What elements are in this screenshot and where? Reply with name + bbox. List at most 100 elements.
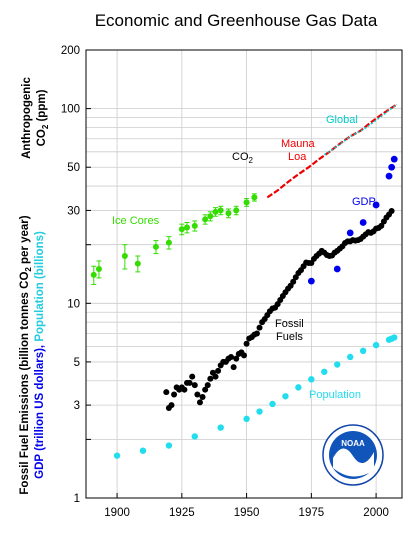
- x-axis: 1900 1925 1950 1975 2000: [104, 493, 389, 519]
- fossil-fuel-point: [168, 402, 175, 409]
- annotation-population: Population: [309, 389, 361, 401]
- fossil-fuel-point: [163, 389, 170, 396]
- plot-frame: [85, 49, 403, 499]
- series-population: [113, 334, 398, 459]
- series-gdp: [307, 155, 398, 285]
- y-axis: 1 3 5 10 30 50 100 200: [61, 45, 91, 505]
- population-point: [346, 353, 354, 361]
- gdp-point: [333, 265, 341, 273]
- fossil-fuel-point: [256, 324, 263, 331]
- fossil-fuel-point: [230, 364, 237, 371]
- fossil-fuel-point: [241, 352, 247, 359]
- fossil-fuel-point: [212, 373, 219, 380]
- ice-core-point: [251, 194, 258, 201]
- annotation-fossil-2: Fuels: [276, 331, 303, 343]
- gdp-point: [390, 155, 398, 163]
- ylabel-top: Anthropogenic CO2 (ppm): [21, 77, 50, 159]
- ice-core-point: [121, 252, 128, 259]
- ice-core-point: [207, 213, 214, 220]
- series-fossil-fuels: [163, 207, 395, 411]
- gdp-point: [388, 163, 396, 171]
- x-tick-label: 1975: [299, 507, 325, 519]
- ylabel-top-line2: CO2 (ppm): [36, 89, 50, 146]
- fossil-fuel-point: [196, 399, 203, 406]
- ice-core-point: [178, 226, 185, 233]
- population-point: [165, 442, 173, 449]
- annotation-gdp: GDP: [352, 196, 376, 208]
- x-tick-label: 1900: [104, 507, 130, 519]
- fossil-fuel-point: [199, 394, 206, 401]
- fossil-fuel-point: [388, 207, 395, 214]
- annotation-co2-sub: 2: [249, 156, 254, 165]
- gdp-point: [307, 277, 315, 285]
- ice-core-point: [225, 210, 232, 217]
- fossil-fuel-point: [207, 375, 214, 382]
- fossil-fuel-point: [189, 373, 196, 380]
- grid: [86, 50, 402, 498]
- ice-core-point: [243, 199, 250, 206]
- population-point: [243, 415, 250, 423]
- ylabel-top-line1: Anthropogenic: [21, 77, 33, 159]
- fossil-fuel-point: [215, 367, 222, 374]
- noaa-logo-text: NOAA: [341, 439, 365, 448]
- fossil-fuel-point: [233, 355, 240, 362]
- fossil-fuel-point: [290, 278, 297, 285]
- y-tick-label: 50: [67, 162, 80, 174]
- x-tick-label: 1950: [234, 507, 260, 519]
- series-ice-cores: [90, 193, 258, 285]
- ice-core-point: [184, 224, 191, 231]
- ice-core-point: [233, 207, 240, 214]
- x-tick-label: 2000: [363, 507, 389, 519]
- fossil-fuel-point: [202, 386, 209, 393]
- population-point: [334, 361, 341, 368]
- y-tick-label: 100: [61, 104, 80, 116]
- fossil-fuel-point: [186, 379, 193, 386]
- ice-core-point: [165, 239, 172, 246]
- ylabel-bottom-main: Fossil Fuel Emissions (billion tonnes CO: [19, 272, 31, 495]
- fossil-fuel-point: [181, 386, 188, 393]
- fossil-fuel-point: [204, 382, 211, 389]
- ice-core-point: [217, 207, 224, 214]
- y-tick-label: 10: [67, 298, 80, 310]
- fossil-fuel-point: [253, 330, 260, 337]
- annotation-ice-cores: Ice Cores: [112, 215, 160, 227]
- ice-core-point: [191, 222, 198, 229]
- ylabel-bottom: Fossil Fuel Emissions (billion tonnes CO…: [19, 215, 46, 494]
- population-point: [269, 400, 276, 408]
- ylabel-bottom-line1: Fossil Fuel Emissions (billion tonnes CO…: [19, 215, 33, 494]
- annotation-mauna-loa-2: Loa: [288, 151, 307, 163]
- fossil-fuel-point: [191, 382, 198, 389]
- gdp-point: [385, 172, 393, 180]
- noaa-logo-wave: [333, 448, 374, 477]
- annotation-mauna-loa-1: Mauna: [281, 138, 316, 150]
- fossil-fuel-point: [171, 391, 178, 398]
- population-point: [391, 334, 398, 341]
- ylabel-gdp: GDP (trillion US dollars): [34, 348, 46, 479]
- population-point: [359, 347, 367, 355]
- ice-core-point: [212, 208, 219, 215]
- population-point: [139, 447, 147, 454]
- ice-core-point: [90, 271, 97, 278]
- ylabel-top-end: (ppm): [36, 89, 48, 124]
- y-tick-label: 3: [74, 400, 80, 412]
- noaa-logo: NOAA: [322, 424, 384, 486]
- population-point: [308, 376, 315, 383]
- ice-core-point: [152, 243, 159, 250]
- population-point: [113, 452, 121, 459]
- ylabel-top-sub: 2: [41, 124, 50, 129]
- population-point: [256, 408, 263, 415]
- fossil-fuel-point: [228, 353, 235, 360]
- chart-title: Economic and Greenhouse Gas Data: [95, 11, 378, 30]
- population-point: [372, 341, 380, 349]
- fossil-fuel-point: [194, 391, 201, 398]
- ylabel-top-co: CO: [36, 129, 48, 146]
- population-point: [217, 424, 224, 431]
- population-point: [321, 368, 328, 375]
- gdp-point: [372, 201, 380, 209]
- annotation-global: Global: [326, 114, 358, 126]
- y-tick-label: 5: [74, 357, 80, 369]
- ice-core-point: [202, 216, 209, 223]
- y-tick-label: 30: [67, 205, 80, 217]
- population-point: [191, 433, 198, 440]
